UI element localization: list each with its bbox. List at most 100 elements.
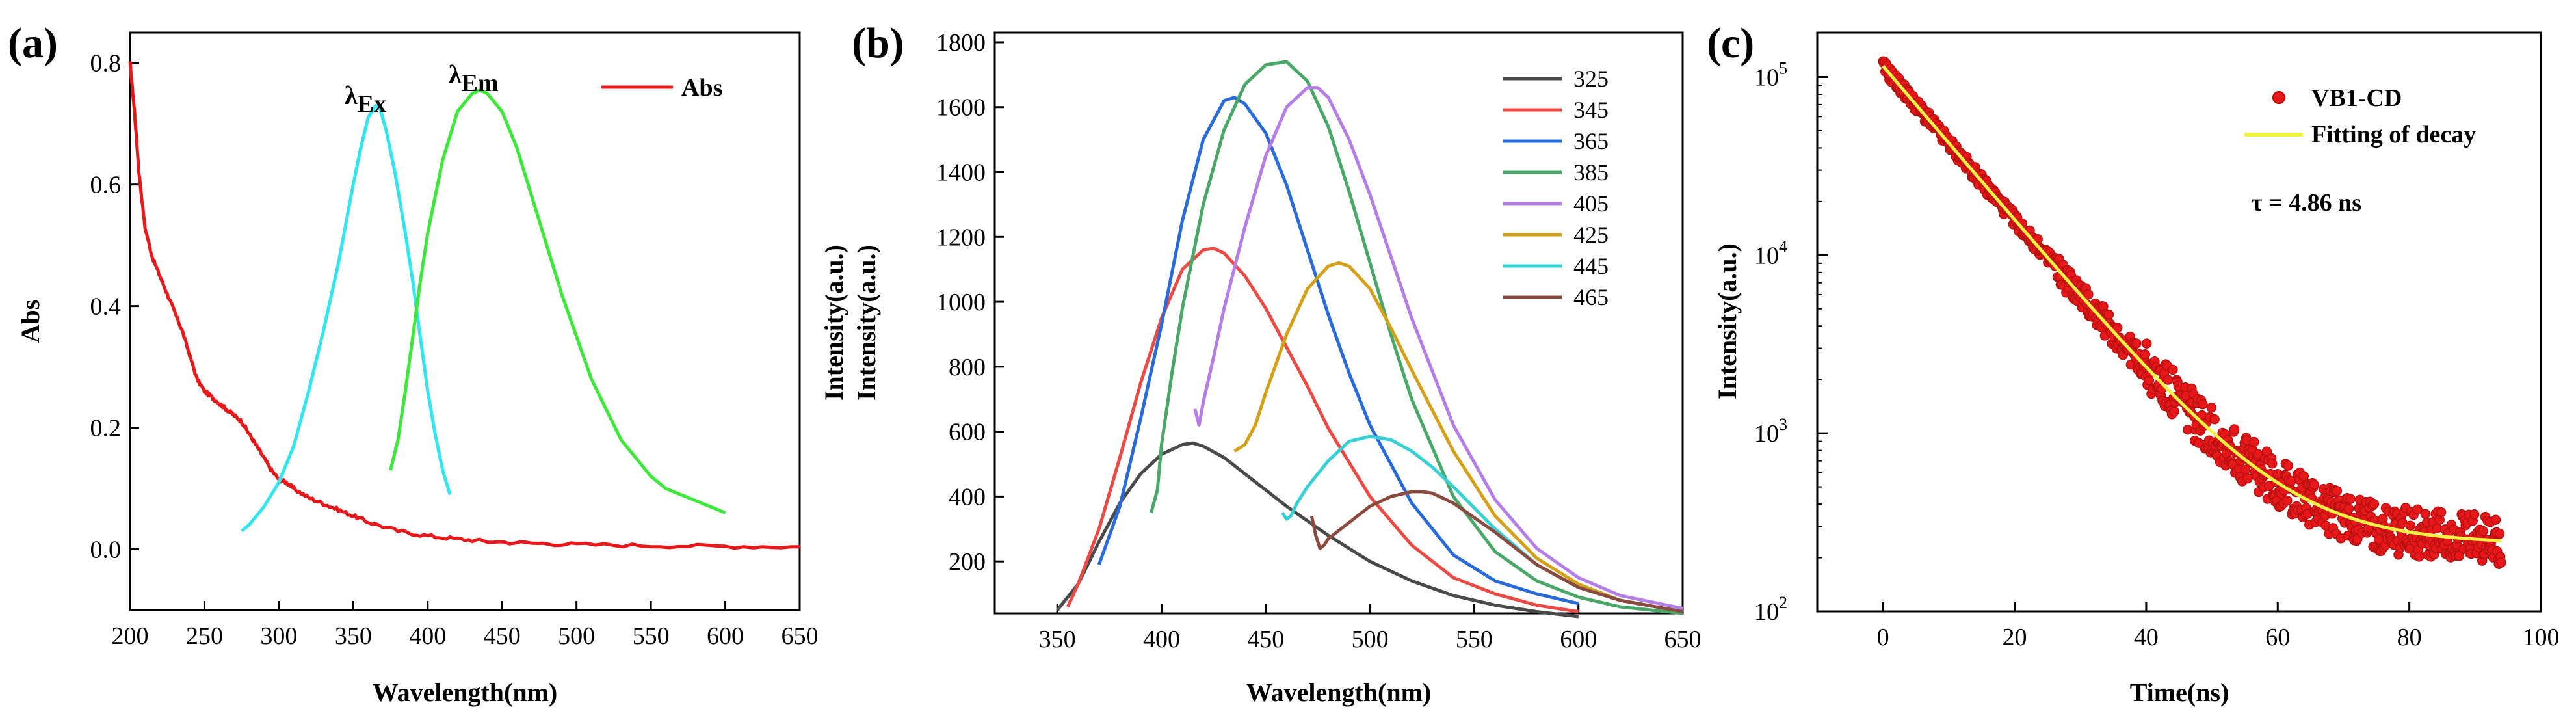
y-tick-label: 1400 [936, 159, 986, 187]
x-tick-label: 400 [409, 622, 446, 650]
data-point [2207, 403, 2216, 412]
legend-label-385: 385 [1573, 159, 1609, 185]
panel-b-y-ticks: 20040060080010001200140016001800 [936, 29, 1004, 576]
legend-label-fitting: Fitting of decay [2311, 121, 2476, 148]
x-tick-label: 40 [2134, 624, 2159, 651]
figure: (a) 200 250 300 350 400 450 500 550 600 650 0.00.… [0, 0, 2576, 720]
legend-marker-vb1-cd [2273, 92, 2285, 103]
tau-annotation: τ = 4.86 ns [2251, 189, 2361, 217]
y-tick-label: 1000 [936, 289, 986, 316]
series-line-λEm [391, 90, 726, 513]
data-point [2243, 474, 2252, 483]
data-point [2309, 480, 2319, 489]
panel-a-y-ticks: 0.0 0.2 0.4 0.6 0.8 [90, 50, 140, 564]
x-tick-label: 60 [2265, 624, 2290, 651]
series-line-λEx [242, 105, 450, 531]
x-tick-label: 350 [1039, 626, 1076, 653]
series-line-325 [1057, 443, 1579, 617]
panel-a-x-axis-label: Wavelength(nm) [373, 678, 557, 707]
y-tick-label: 103 [1754, 415, 1787, 447]
lambda-em-symbol: λ [449, 60, 462, 89]
x-tick-label: 550 [633, 622, 670, 650]
legend-label-425: 425 [1573, 222, 1609, 248]
data-point [2299, 472, 2308, 481]
data-point [2491, 515, 2500, 524]
y-tick-label: 600 [949, 419, 986, 446]
y-tick-label: 0.8 [90, 50, 122, 77]
data-point [2437, 508, 2446, 517]
data-point [2268, 459, 2277, 468]
data-point [2250, 438, 2259, 447]
x-tick-label: 400 [1143, 626, 1180, 653]
y-tick-label: 0.4 [90, 293, 122, 321]
data-point [2164, 375, 2173, 384]
x-tick-label: 300 [260, 622, 297, 650]
y-tick-label: 104 [1754, 237, 1787, 269]
data-point [2369, 500, 2378, 509]
panel-c-legend: VB1-CD Fitting of decay [2244, 85, 2476, 148]
panel-b-label: (b) [852, 20, 904, 67]
y-tick-label: 102 [1754, 593, 1787, 626]
panel-c-x-axis-label: Time(ns) [2130, 678, 2229, 707]
data-point [2406, 521, 2415, 530]
y-tick-label: 1200 [936, 224, 986, 251]
panel-c-x-ticks: 0 20 40 60 80 100 [1877, 602, 2560, 651]
panel-b-legend: 325 345 365 385 405 425 445 465 [1503, 66, 1609, 310]
y-tick-exponent: 5 [1779, 59, 1787, 77]
panel-b: (b) 350 400 450 500 550 600 650 200 400 600 800 10… [819, 20, 1702, 707]
panel-c: (c) 0 20 40 60 80 100 102103104105 Time(ns) I… [1707, 20, 2560, 707]
data-point [2198, 400, 2207, 409]
panel-c-label: (c) [1707, 20, 1754, 67]
panel-c-y-axis-label: Intensity(a.u.) [1713, 243, 1742, 399]
y-tick-label: 0.0 [90, 537, 122, 564]
lambda-em-annotation: λEm [449, 60, 499, 97]
legend-label-345: 345 [1573, 97, 1609, 123]
y-tick-label: 1800 [936, 29, 986, 57]
x-tick-label: 20 [2003, 624, 2027, 651]
data-point [2142, 339, 2151, 348]
data-point [2415, 552, 2424, 561]
data-point [2478, 527, 2488, 536]
data-point [2144, 376, 2153, 385]
x-tick-label: 600 [707, 622, 744, 650]
panel-a-frame [130, 33, 800, 610]
data-point [2421, 509, 2430, 518]
series-line-Abs [130, 62, 800, 548]
series-line-405 [1195, 88, 1683, 609]
panel-a-legend: Abs [601, 74, 722, 101]
legend-label-325: 325 [1573, 66, 1609, 92]
x-tick-label: 500 [1352, 626, 1389, 653]
panel-a-x-ticks: 200 250 300 350 400 450 500 550 600 650 [112, 601, 819, 650]
x-tick-label: 450 [1247, 626, 1284, 653]
panel-b-y-axis-label-inner: Intensity(a.u.) [852, 245, 881, 401]
data-point [2283, 461, 2293, 470]
legend-label-465: 465 [1573, 284, 1609, 310]
data-point [2210, 415, 2219, 424]
panel-a-y-axis-label: Abs [16, 300, 45, 343]
data-point [2283, 496, 2292, 505]
lambda-em-subscript: Em [462, 70, 499, 97]
legend-label-405: 405 [1573, 191, 1609, 217]
x-tick-label: 80 [2397, 624, 2422, 651]
data-point [2170, 407, 2179, 416]
panel-b-x-axis-label: Wavelength(nm) [1246, 678, 1431, 707]
panel-a-series [130, 62, 800, 548]
data-point [2104, 310, 2113, 319]
x-tick-label: 600 [1560, 626, 1597, 653]
panel-a: (a) 200 250 300 350 400 450 500 550 600 650 0.00.… [8, 20, 819, 707]
legend-label-365: 365 [1573, 128, 1609, 154]
data-point [2346, 494, 2355, 503]
y-tick-label: 1600 [936, 94, 986, 122]
y-tick-label: 400 [949, 483, 986, 511]
x-tick-label: 200 [112, 622, 149, 650]
data-point [2470, 510, 2479, 519]
y-tick-exponent: 4 [1779, 237, 1787, 256]
data-point [2495, 529, 2504, 539]
y-tick-label: 0.2 [90, 415, 122, 442]
x-tick-label: 350 [335, 622, 372, 650]
y-tick-exponent: 3 [1779, 415, 1787, 434]
data-point [2345, 504, 2354, 513]
data-point [2084, 290, 2093, 299]
legend-label-vb1-cd: VB1-CD [2311, 85, 2402, 112]
x-tick-label: 0 [1877, 624, 1889, 651]
